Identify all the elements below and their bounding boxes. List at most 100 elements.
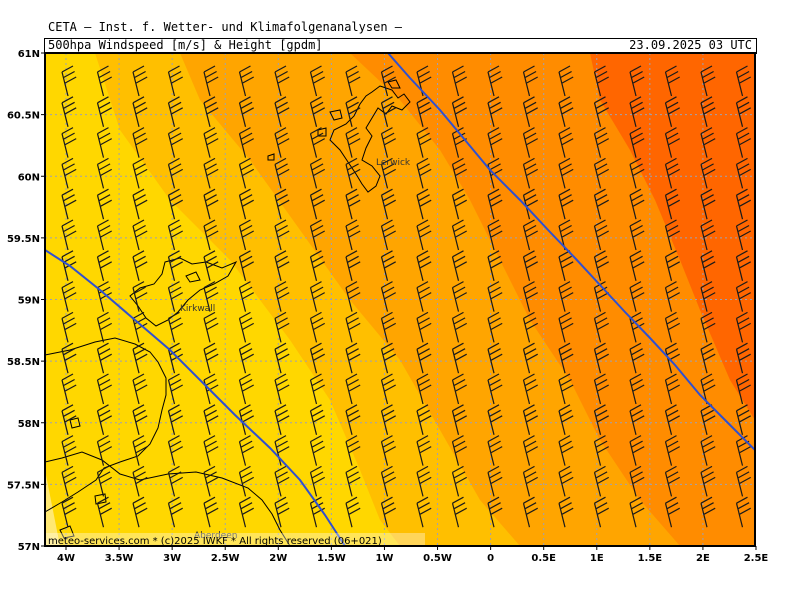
wind-barb [700, 250, 716, 281]
wind-barb [238, 465, 254, 497]
wind-barb [735, 188, 751, 220]
wind-barb [522, 157, 538, 189]
wind-barb [522, 465, 538, 497]
wind-barb [274, 435, 290, 466]
wind-barb [345, 465, 361, 497]
mainland-north-coast [45, 337, 167, 513]
wind-barb [309, 465, 325, 497]
wind-barb [167, 96, 183, 127]
wind-barb [629, 127, 645, 158]
lat-tick-label: 59N [18, 296, 40, 307]
wind-barb [203, 188, 219, 220]
inland-lakes [59, 417, 107, 539]
wind-barb [558, 188, 574, 220]
wind-barb [238, 96, 254, 127]
wind-barb [238, 250, 254, 281]
wind-barb [274, 496, 290, 528]
wind-barb [629, 96, 645, 127]
wind-barb [238, 65, 254, 97]
wind-barb [203, 435, 219, 466]
wind-barb [416, 496, 432, 528]
copyright-footer: meteo-services.com * (c)2025 IWKF * All … [48, 536, 382, 547]
wind-barb [593, 404, 609, 435]
wind-barb [451, 157, 467, 189]
wind-barb [487, 250, 503, 281]
wind-barb [629, 465, 645, 497]
wind-barb [558, 465, 574, 497]
wind-barb [96, 127, 112, 158]
wind-barb [629, 219, 645, 251]
wind-barb [132, 342, 148, 374]
wind-barb [558, 157, 574, 189]
wind-barb [309, 342, 325, 374]
wind-barb [167, 496, 183, 528]
wind-barb [345, 404, 361, 435]
wind-barb [629, 188, 645, 220]
wind-barb [274, 311, 290, 343]
lat-tick-label: 61N [18, 49, 40, 60]
lon-tick-label: 1W [375, 553, 393, 564]
wind-barb [522, 311, 538, 343]
wind-barb [380, 496, 396, 528]
wind-barb [664, 373, 680, 405]
wind-barb [61, 188, 77, 220]
wind-barb [593, 65, 609, 97]
wind-barb [700, 342, 716, 374]
wind-barb [61, 496, 77, 528]
wind-barb [167, 188, 183, 220]
wind-barb [451, 188, 467, 220]
wind-barb [238, 219, 254, 251]
lon-tick-label: 2.5W [211, 553, 240, 564]
wind-barb [203, 250, 219, 281]
wind-barb [203, 127, 219, 158]
wind-barb [380, 373, 396, 405]
wind-barb [487, 65, 503, 97]
chart-subtitle: 500hpa Windspeed [m/s] & Height [gpdm] [48, 38, 323, 52]
wind-barb [61, 373, 77, 405]
wind-barb [238, 435, 254, 466]
wind-barb [380, 281, 396, 312]
wind-barb [416, 65, 432, 97]
wind-barb [664, 157, 680, 189]
lon-tick-label: 2W [269, 553, 287, 564]
wind-barb [274, 373, 290, 405]
wind-barb [61, 281, 77, 312]
wind-barb [487, 311, 503, 343]
wind-barb [664, 281, 680, 312]
wind-barb [309, 404, 325, 435]
wind-barb [487, 188, 503, 220]
wind-barb [629, 65, 645, 97]
lon-tick-label: 4W [57, 553, 75, 564]
wind-barb [522, 404, 538, 435]
wind-barb [274, 65, 290, 97]
wind-barb [238, 342, 254, 374]
lon-tick-label: 1E [590, 553, 604, 564]
wind-barb [629, 373, 645, 405]
wind-barb [700, 219, 716, 251]
wind-barb [274, 404, 290, 435]
wind-barb [203, 404, 219, 435]
wind-barb [593, 496, 609, 528]
wind-barb [132, 219, 148, 251]
wind-barb [416, 342, 432, 374]
wind-barb [593, 96, 609, 127]
wind-barb [132, 465, 148, 497]
lat-tick-label: 60.5N [7, 111, 40, 122]
coastlines [45, 79, 411, 546]
wind-barb [451, 373, 467, 405]
wind-barb [309, 219, 325, 251]
wind-barb [274, 96, 290, 127]
wind-barb [345, 342, 361, 374]
wind-barb [700, 465, 716, 497]
wind-barb [735, 373, 751, 405]
wind-barb [61, 127, 77, 158]
wind-barb [345, 65, 361, 97]
wind-barb [274, 342, 290, 374]
wind-barb [700, 157, 716, 189]
wind-barb [416, 281, 432, 312]
wind-barb [61, 65, 77, 97]
wind-barb [664, 311, 680, 343]
city-lerwick-label: Lerwick [376, 158, 411, 168]
wind-barb [167, 435, 183, 466]
wind-barb [700, 404, 716, 435]
